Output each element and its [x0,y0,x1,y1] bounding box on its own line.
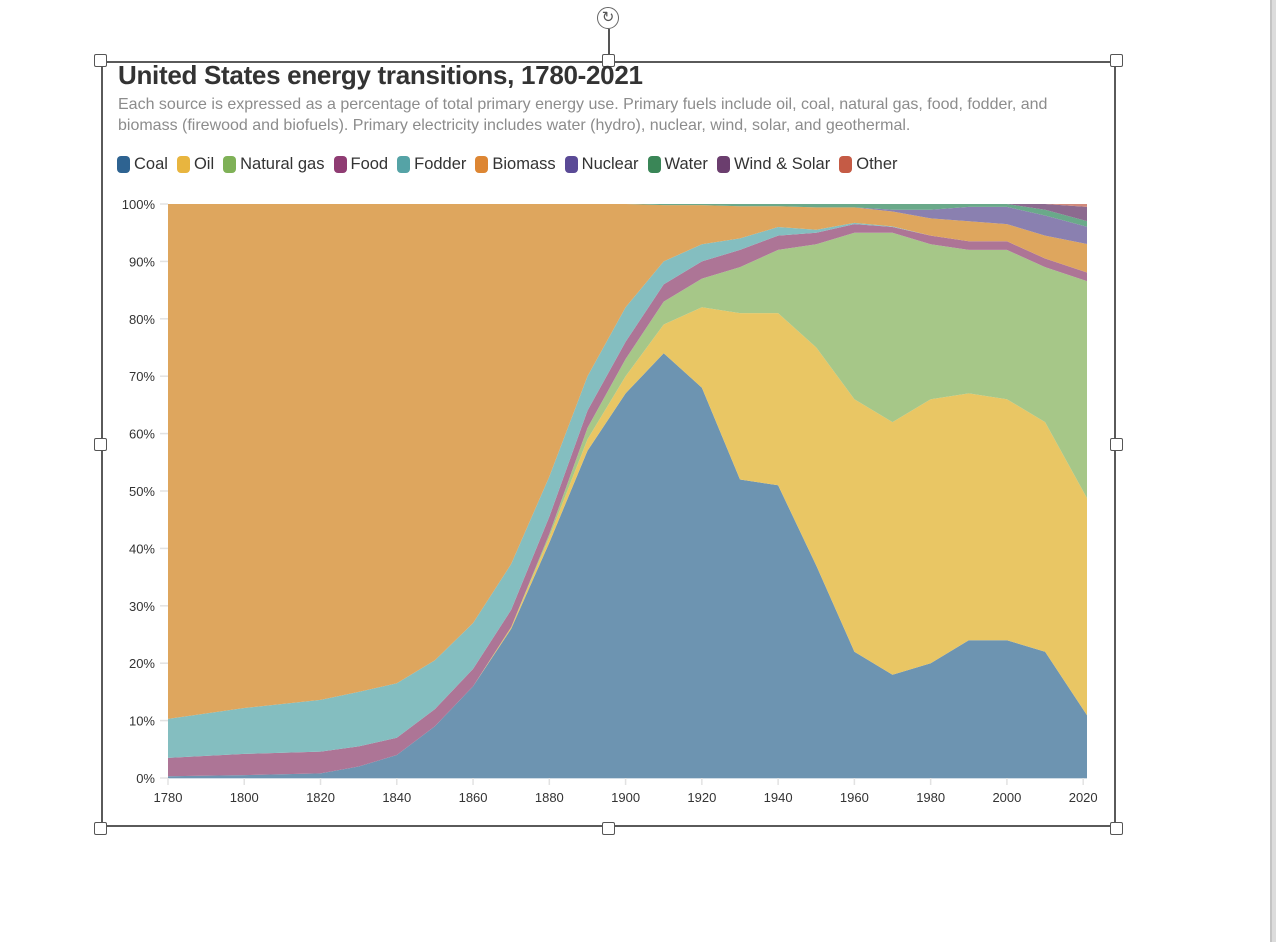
x-tick-label: 1780 [154,790,183,805]
y-tick-label: 80% [129,312,155,327]
y-tick-label: 20% [129,656,155,671]
x-tick-label: 1900 [611,790,640,805]
x-tick-label: 1940 [764,790,793,805]
legend-item-coal[interactable]: Coal [117,155,168,174]
x-tick-label: 1860 [459,790,488,805]
x-tick-label: 1880 [535,790,564,805]
legend-swatch [333,156,347,173]
legend-label: Other [856,155,898,173]
x-tick-label: 1960 [840,790,869,805]
legend-item-other[interactable]: Other [839,155,898,174]
y-tick-label: 50% [129,484,155,499]
legend-swatch [475,156,489,173]
area-nuclear[interactable] [168,204,1087,244]
legend-item-nuclear[interactable]: Nuclear [564,155,639,174]
axes: 0% 10% 20% 30% 40% 50% 60% 70% 80% 90% 100% 1780 180… [122,197,1098,805]
y-tick-label: 30% [129,599,155,614]
legend-swatch [223,156,237,173]
legend-label: Oil [193,155,215,173]
legend-label: Food [350,155,389,173]
area-biomass[interactable] [168,204,1087,719]
chart-title: United States energy transitions, 1780-2… [118,60,643,90]
legend-label: Fodder [414,155,467,173]
area-oil[interactable] [168,307,1087,777]
x-tick-label: 1840 [382,790,411,805]
area-water[interactable] [168,204,1087,227]
y-tick-label: 90% [129,254,155,269]
legend-item-food[interactable]: Food [333,155,389,174]
y-tick-label: 0% [136,771,155,786]
x-tick-label: 1800 [230,790,259,805]
legend-label: Nuclear [581,155,639,173]
area-coal[interactable] [168,353,1087,778]
legend-item-oil[interactable]: Oil [176,155,215,174]
legend-swatch [647,156,661,173]
resize-handle-top-left[interactable] [94,54,107,67]
legend-label: Water [664,155,708,173]
legend-swatch [564,156,578,173]
y-tick-label: 70% [129,369,155,384]
resize-handle-left[interactable] [94,438,107,451]
y-tick-label: 10% [129,714,155,729]
resize-handle-bottom[interactable] [602,822,615,835]
x-tick-label: 1920 [687,790,716,805]
legend-label: Biomass [492,155,556,173]
x-tick-label: 2000 [992,790,1021,805]
x-tick-label: 2020 [1069,790,1098,805]
legend-swatch [839,156,853,173]
legend-label: Natural gas [240,155,325,173]
legend-label: Wind & Solar [733,155,831,173]
legend-swatch [397,156,411,173]
page-scrollbar[interactable] [1270,0,1276,942]
rotate-icon[interactable]: ↻ [597,7,619,29]
resize-handle-bottom-left[interactable] [94,822,107,835]
legend-item-wind-solar[interactable]: Wind & Solar [716,155,831,174]
resize-handle-bottom-right[interactable] [1110,822,1123,835]
area-layers [168,204,1087,778]
resize-handle-top-right[interactable] [1110,54,1123,67]
legend-swatch [176,156,190,173]
resize-handle-right[interactable] [1110,438,1123,451]
legend-label: Coal [134,155,168,173]
legend-item-natural-gas[interactable]: Natural gas [223,155,325,174]
chart-subtitle: Each source is expressed as a percentage… [118,96,1048,134]
legend-swatch [117,156,130,173]
y-tick-label: 100% [122,197,156,212]
y-tick-label: 60% [129,427,155,442]
chart-legend: Coal Oil Natural gas Food Fodder Biomass Nucle… [117,155,907,174]
x-tick-label: 1820 [306,790,335,805]
y-tick-label: 40% [129,541,155,556]
rotate-handle-stem [608,29,610,61]
legend-swatch [716,156,730,173]
legend-item-biomass[interactable]: Biomass [475,155,556,174]
legend-item-water[interactable]: Water [647,155,708,174]
x-tick-label: 1980 [916,790,945,805]
area-natural-gas[interactable] [168,232,1087,777]
area-fodder[interactable] [168,222,1087,758]
legend-item-fodder[interactable]: Fodder [397,155,466,174]
resize-handle-top[interactable] [602,54,615,67]
